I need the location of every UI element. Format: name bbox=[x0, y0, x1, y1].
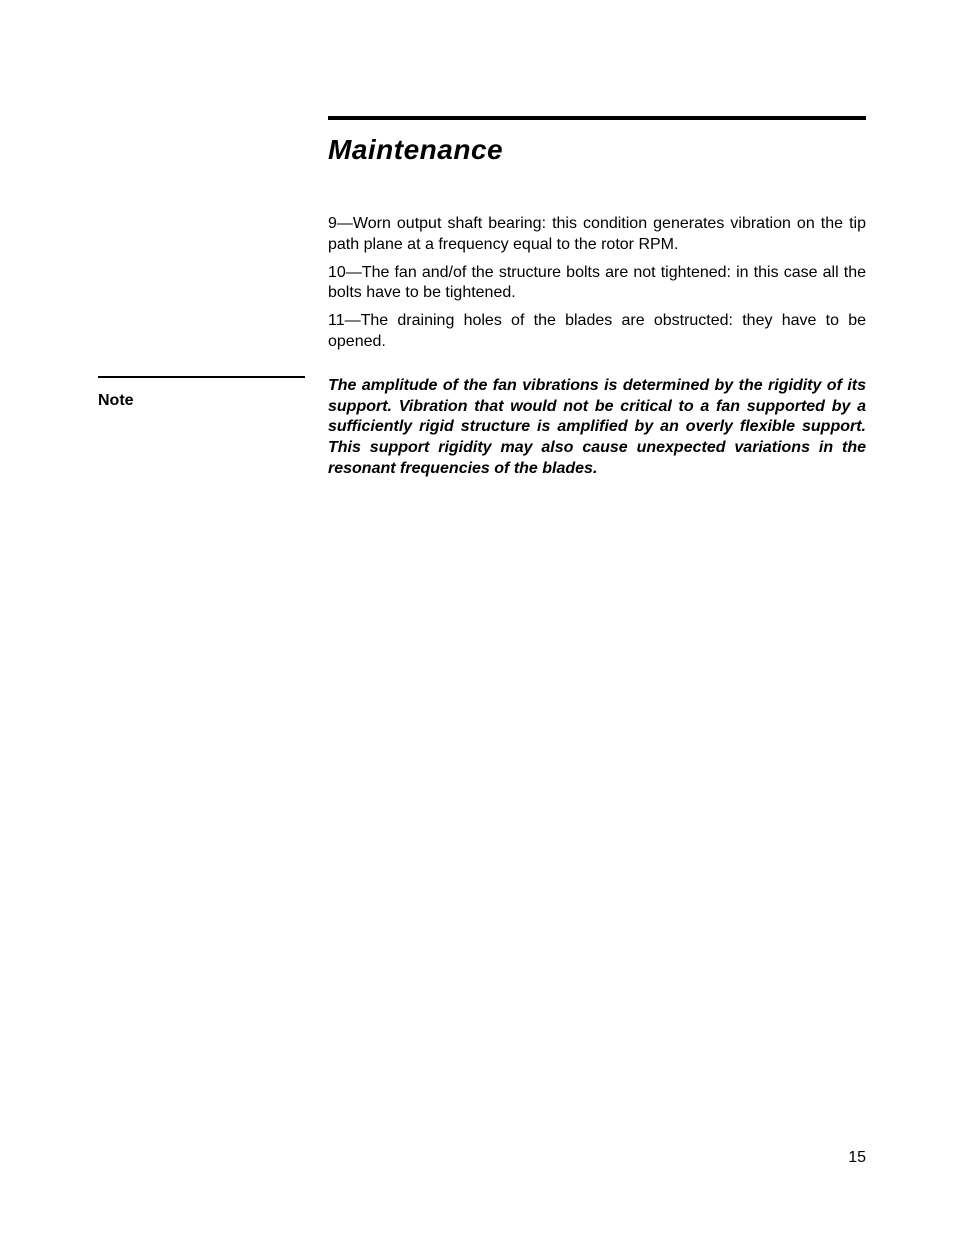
note-text: The amplitude of the fan vibrations is d… bbox=[328, 376, 866, 480]
paragraph-10: 10—The fan and/of the structure bolts ar… bbox=[328, 263, 866, 305]
content-area: 9—Worn output shaft bearing: this condit… bbox=[328, 214, 866, 353]
paragraph-9: 9—Worn output shaft bearing: this condit… bbox=[328, 214, 866, 256]
note-label-area: Note bbox=[98, 376, 328, 480]
page-container: Maintenance 9—Worn output shaft bearing:… bbox=[0, 0, 954, 1235]
section-title: Maintenance bbox=[328, 134, 866, 166]
note-rule bbox=[98, 376, 305, 378]
note-section: Note The amplitude of the fan vibrations… bbox=[98, 376, 866, 480]
title-bar: Maintenance bbox=[328, 116, 866, 166]
paragraph-11: 11—The draining holes of the blades are … bbox=[328, 311, 866, 353]
page-number: 15 bbox=[848, 1149, 866, 1167]
note-label: Note bbox=[98, 392, 328, 410]
